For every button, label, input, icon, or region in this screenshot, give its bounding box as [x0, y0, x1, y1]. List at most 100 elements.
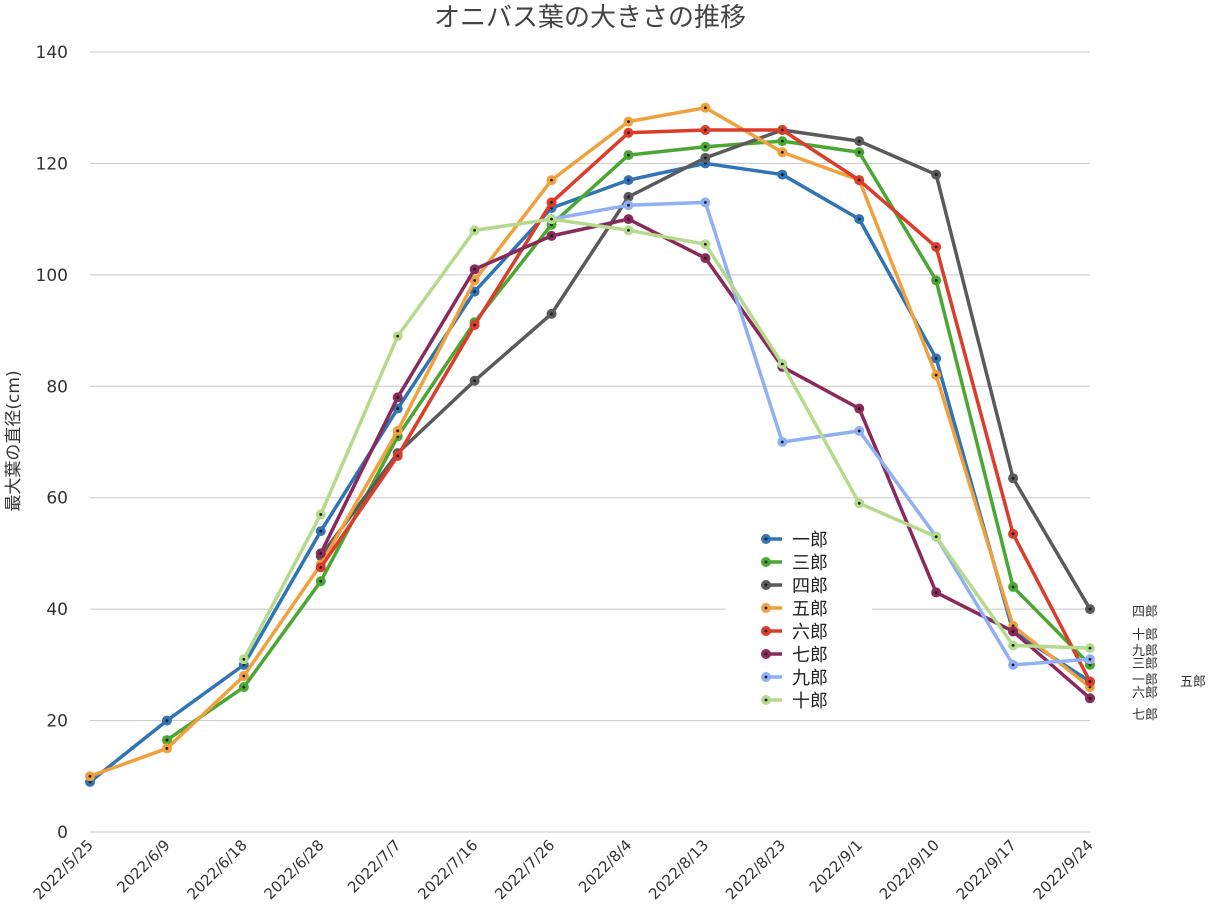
legend-label: 十郎	[792, 691, 828, 712]
legend-label: 四郎	[792, 576, 828, 597]
data-point-center	[627, 131, 630, 135]
x-tick-label: 2022/6/9	[113, 836, 173, 896]
legend-marker-center	[764, 560, 768, 564]
data-point-center	[627, 178, 630, 182]
data-point-center	[627, 120, 630, 124]
data-point-center	[1088, 646, 1092, 650]
data-point-center	[550, 201, 553, 204]
data-point-center	[857, 429, 861, 433]
series-line	[88, 161, 1092, 784]
legend-marker-center	[764, 629, 768, 633]
series-line	[242, 217, 1092, 662]
data-point-center	[780, 150, 784, 154]
data-point-center	[1011, 532, 1015, 536]
data-point-center	[396, 454, 400, 458]
data-point-center	[627, 217, 630, 221]
end-label: 三郎	[1132, 657, 1158, 672]
y-tick-label: 140	[36, 43, 68, 63]
x-tick-label: 2022/5/25	[30, 836, 97, 903]
legend-marker-center	[764, 537, 768, 541]
x-axis-ticks: 2022/5/25 2022/6/9 2022/6/18 2022/6/28 2022/…	[30, 836, 1097, 903]
legend-item: 一郎	[761, 530, 828, 551]
data-point-center	[780, 139, 784, 143]
y-tick-label: 20	[46, 712, 68, 732]
data-point-center	[165, 747, 169, 750]
legend-label: 七郎	[792, 645, 828, 666]
legend-background	[726, 522, 872, 716]
legend-label: 九郎	[792, 668, 828, 689]
end-label: 四郎	[1132, 605, 1158, 620]
data-point-center	[242, 657, 246, 661]
legend-item: 十郎	[761, 691, 828, 712]
data-point-center	[165, 719, 169, 722]
data-point-center	[934, 245, 938, 249]
data-point-center	[1011, 663, 1015, 667]
data-point-center	[319, 552, 323, 555]
end-label: 十郎	[1132, 628, 1158, 643]
data-point-center	[780, 440, 784, 444]
legend-marker-center	[764, 606, 768, 610]
x-tick-label: 2022/9/17	[953, 836, 1020, 903]
data-point-center	[473, 228, 477, 232]
data-point-center	[1088, 657, 1092, 661]
x-tick-label: 2022/7/7	[344, 836, 404, 896]
legend-label: 三郎	[792, 553, 828, 574]
series-5	[315, 125, 1095, 687]
data-point-center	[703, 201, 707, 204]
data-point-center	[319, 579, 323, 583]
data-point-center	[857, 178, 861, 182]
data-point-center	[703, 156, 707, 160]
legend-item: 三郎	[761, 553, 828, 574]
data-point-center	[396, 429, 400, 433]
x-tick-label: 2022/9/24	[1030, 836, 1097, 903]
data-point-center	[627, 228, 630, 232]
data-point-center	[780, 128, 784, 132]
end-label: 九郎	[1132, 644, 1158, 659]
y-tick-label: 80	[46, 377, 68, 397]
data-point-center	[1088, 607, 1092, 611]
data-point-center	[627, 153, 630, 157]
x-tick-label: 2022/6/18	[184, 836, 251, 903]
grid-lines	[90, 51, 1090, 833]
data-point-center	[857, 150, 861, 154]
data-point-center	[396, 407, 400, 410]
legend-item: 五郎	[761, 599, 828, 620]
data-point-center	[703, 106, 707, 110]
data-point-center	[473, 379, 477, 383]
x-tick-label: 2022/7/16	[414, 836, 481, 903]
data-point-center	[934, 173, 938, 176]
data-point-center	[319, 565, 323, 569]
data-point-center	[473, 290, 477, 293]
data-point-center	[857, 217, 861, 221]
data-point-center	[703, 145, 707, 149]
legend-item: 四郎	[761, 576, 828, 597]
data-point-center	[627, 203, 630, 207]
data-point-center	[165, 738, 169, 742]
legend-marker-center	[764, 698, 768, 702]
legend-marker-center	[764, 652, 768, 656]
data-point-center	[319, 529, 323, 533]
data-point-center	[242, 674, 246, 678]
y-tick-label: 120	[36, 154, 68, 174]
data-point-center	[473, 323, 477, 327]
data-point-center	[934, 357, 938, 360]
legend-label: 一郎	[792, 530, 828, 551]
data-point-center	[780, 362, 784, 366]
data-point-center	[473, 267, 477, 271]
x-tick-label: 2022/9/10	[876, 836, 943, 903]
legend-label: 六郎	[792, 622, 828, 643]
data-point-center	[242, 685, 246, 689]
data-point-center	[934, 373, 938, 377]
y-tick-label: 0	[57, 823, 68, 843]
data-point-center	[627, 195, 630, 199]
y-axis-label: 最大葉の直径(cm)	[4, 370, 24, 511]
data-point-center	[88, 774, 92, 778]
data-point-center	[1088, 680, 1092, 683]
series-line	[88, 105, 1092, 779]
x-tick-label: 2022/8/4	[575, 836, 635, 896]
data-point-center	[857, 501, 861, 505]
end-label: 七郎	[1132, 708, 1158, 723]
data-point-center	[319, 513, 323, 516]
